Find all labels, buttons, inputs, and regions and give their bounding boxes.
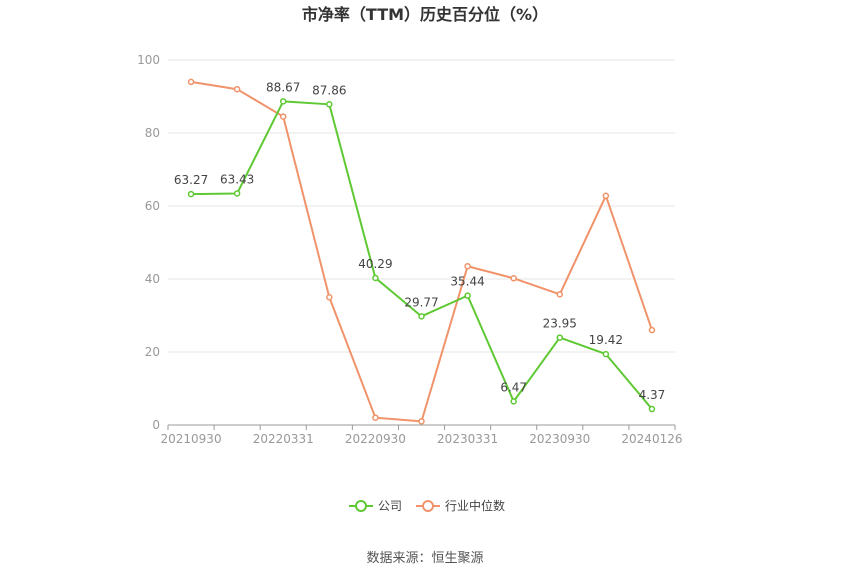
series-group xyxy=(187,78,656,425)
data-point xyxy=(279,113,287,120)
data-point xyxy=(648,326,656,334)
data-point xyxy=(372,414,379,421)
data-label: 6.47 xyxy=(500,380,527,394)
legend-item-0[interactable]: 公司 xyxy=(349,499,402,513)
data-label: 19.42 xyxy=(589,333,623,347)
x-tick-label: 20220331 xyxy=(253,432,314,446)
data-point xyxy=(279,98,287,105)
legend[interactable]: 公司 行业中位数 xyxy=(349,498,505,513)
legend-label: 公司 xyxy=(378,499,402,513)
data-label: 23.95 xyxy=(543,317,577,331)
data-label: 87.86 xyxy=(312,83,346,97)
data-point xyxy=(233,85,241,93)
data-label: 4.37 xyxy=(639,388,666,402)
gridlines xyxy=(168,59,675,353)
y-tick-label: 0 xyxy=(152,418,160,432)
data-point xyxy=(418,313,425,320)
data-label: 40.29 xyxy=(358,257,392,271)
data-point xyxy=(602,192,610,200)
data-point xyxy=(372,274,379,282)
legend-marker xyxy=(355,500,367,512)
data-point xyxy=(510,275,517,282)
legend-label: 行业中位数 xyxy=(445,498,505,513)
y-tick-label: 20 xyxy=(145,345,160,359)
data-label: 63.43 xyxy=(220,172,254,186)
data-point xyxy=(510,398,517,405)
data-point xyxy=(556,334,564,341)
x-tick-label: 20240126 xyxy=(621,432,682,446)
legend-item-1[interactable]: 行业中位数 xyxy=(416,498,505,513)
data-labels: 63.27 63.43 88.67 87.86 40.29 29.77 35.44 6.47 2… xyxy=(174,80,665,402)
data-label: 63.27 xyxy=(174,173,208,187)
legend-marker xyxy=(422,500,435,512)
data-point xyxy=(233,190,241,197)
data-label: 88.67 xyxy=(266,80,300,94)
x-tick-label: 20230930 xyxy=(529,432,590,446)
y-tick-label: 60 xyxy=(145,199,160,213)
data-point xyxy=(556,291,564,298)
x-tick-label: 20210930 xyxy=(161,432,222,446)
data-point xyxy=(648,405,656,413)
data-point xyxy=(326,101,333,108)
x-axis-ticks: 20210930 20220331 20220930 20230331 20230930… xyxy=(161,425,682,446)
data-point xyxy=(602,350,610,358)
data-point xyxy=(464,262,471,270)
data-point xyxy=(187,78,195,86)
y-tick-label: 80 xyxy=(145,126,160,140)
data-point xyxy=(418,418,425,425)
series-line-0 xyxy=(191,100,653,410)
data-point xyxy=(326,294,333,301)
data-point xyxy=(187,190,195,198)
x-tick-label: 20220930 xyxy=(345,432,406,446)
y-tick-label: 40 xyxy=(145,272,160,286)
data-point xyxy=(464,292,471,299)
x-tick-label: 20230331 xyxy=(437,432,498,446)
y-axis-ticks: 0 20 40 60 80 100 xyxy=(137,53,160,432)
source-note: 数据来源：恒生聚源 xyxy=(366,551,483,566)
data-label: 35.44 xyxy=(450,275,484,289)
chart-title: 市净率（TTM）历史百分位（%） xyxy=(302,5,548,24)
y-tick-label: 100 xyxy=(137,53,160,67)
data-label: 29.77 xyxy=(404,295,438,309)
